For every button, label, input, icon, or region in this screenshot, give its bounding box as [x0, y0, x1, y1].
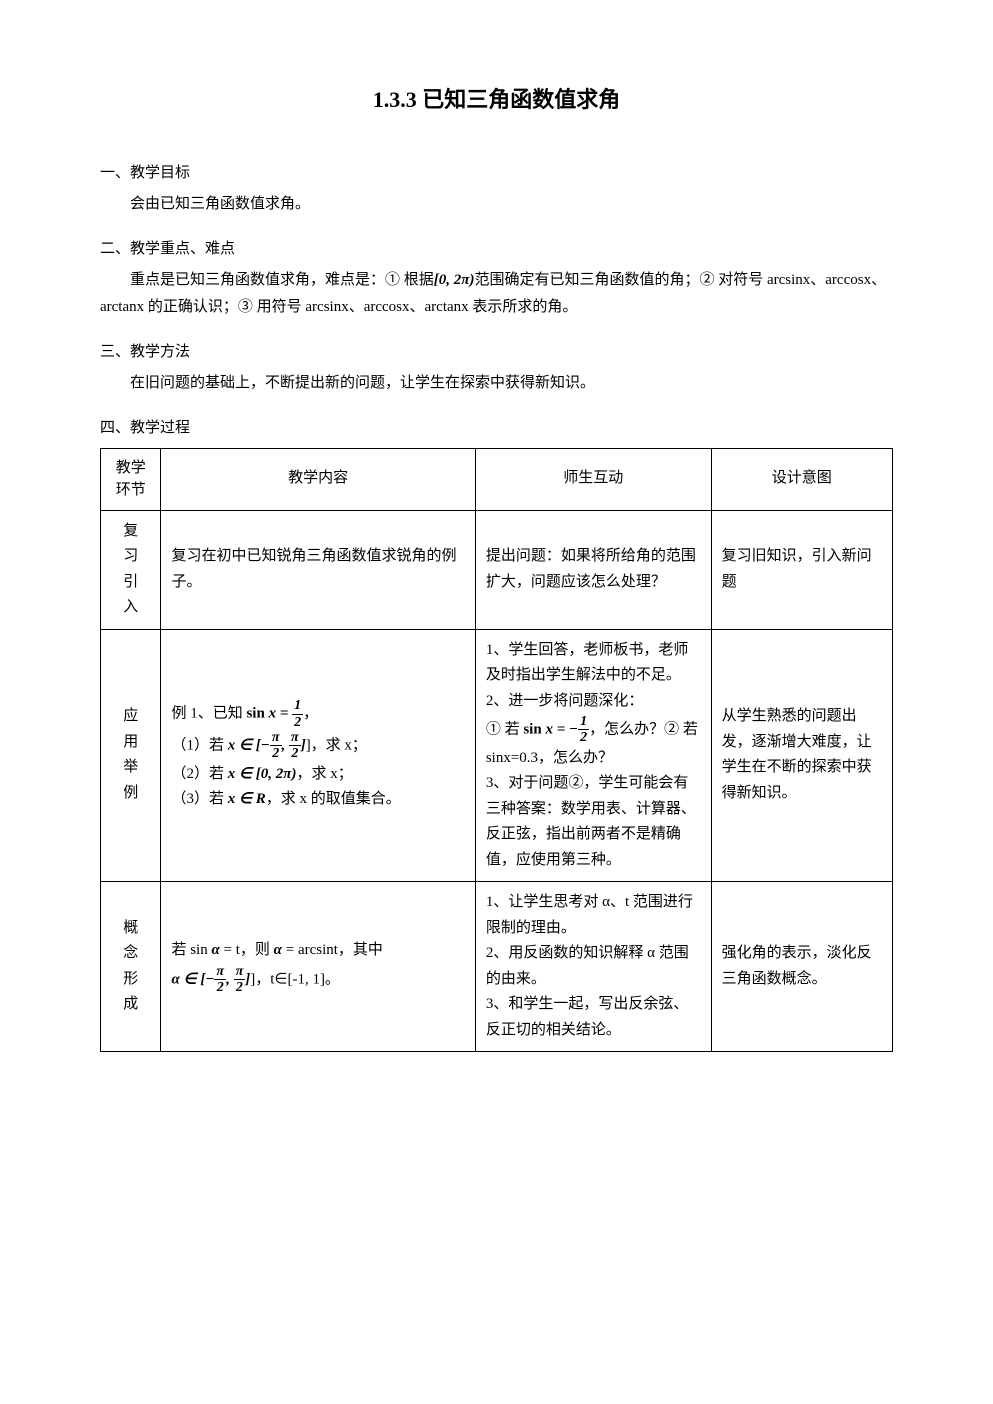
phase-char: 举	[111, 755, 150, 781]
table-row: 复 习 引 入 复习在初中已知锐角三角函数值求锐角的例子。 提出问题：如果将所给…	[101, 510, 893, 629]
text: ]，t∈[-1, 1]。	[250, 971, 340, 987]
page-title: 1.3.3 已知三角函数值求角	[100, 80, 893, 120]
text: ]，求 x；	[306, 737, 367, 753]
fraction: 1 2	[292, 698, 303, 730]
fraction: 1 2	[578, 714, 589, 746]
text: ，求 x 的取值集合。	[266, 791, 401, 807]
text: = arcsint，其中	[282, 942, 383, 958]
interact-cell: 1、学生回答，老师板书，老师及时指出学生解法中的不足。 2、进一步将问题深化： …	[475, 629, 711, 882]
alpha-in: α ∈ [−	[171, 971, 214, 987]
th-interact: 师生互动	[475, 448, 711, 510]
denominator: 2	[289, 746, 301, 761]
content-cell: 若 sin α = t，则 α = arcsint，其中 α ∈ [− π 2 …	[161, 882, 475, 1052]
section-objective-heading: 一、教学目标	[100, 160, 893, 187]
fraction: π 2	[270, 730, 282, 762]
phase-char: 念	[111, 941, 150, 967]
table-row: 概 念 形 成 若 sin α = t，则 α = arcsint，其中 α ∈…	[101, 882, 893, 1052]
text: 3、对于问题②，学生可能会有三种答案：数学用表、计算器、反正弦，指出前两者不是精…	[486, 771, 701, 873]
content-cell: 例 1、已知 sin x = 1 2 ， （1）若 x ∈ [− π 2 , π…	[161, 629, 475, 882]
comma: ,	[282, 737, 290, 753]
table-header-row: 教学 环节 教学内容 师生互动 设计意图	[101, 448, 893, 510]
text: ① 若	[486, 721, 520, 737]
denominator: 2	[578, 730, 589, 745]
phase-char: 入	[111, 595, 150, 621]
text: 例 1、已知	[171, 706, 242, 722]
comma: ,	[226, 971, 234, 987]
section-objective-body: 会由已知三角函数值求角。	[100, 191, 893, 218]
section-keypoints-body: 重点是已知三角函数值求角，难点是：① 根据[0, 2π)范围确定有已知三角函数值…	[100, 267, 893, 321]
fraction: π 2	[214, 964, 226, 996]
phase-char: 用	[111, 730, 150, 756]
keypoints-prefix: 重点是已知三角函数值求角，难点是：① 根据	[130, 272, 434, 288]
text: （1）若	[171, 737, 224, 753]
denominator: 2	[214, 980, 226, 995]
text: 若 sin	[171, 942, 211, 958]
denominator: 2	[292, 715, 303, 730]
numerator: 1	[292, 698, 303, 714]
section-method-heading: 三、教学方法	[100, 339, 893, 366]
math-sinx: sin x =	[246, 706, 288, 722]
alpha: α	[274, 942, 282, 958]
th-phase: 教学 环节	[101, 448, 161, 510]
phase-cell: 复 习 引 入	[101, 510, 161, 629]
interact-cell: 1、让学生思考对 α、t 范围进行限制的理由。 2、用反函数的知识解释 α 范围…	[475, 882, 711, 1052]
lesson-plan-table: 教学 环节 教学内容 师生互动 设计意图 复 习 引 入 复习在初中已知锐角三角…	[100, 448, 893, 1053]
th-content: 教学内容	[161, 448, 475, 510]
text: （3）若	[171, 791, 224, 807]
numerator: π	[234, 964, 246, 980]
phase-char: 例	[111, 781, 150, 807]
numerator: 1	[578, 714, 589, 730]
section-process-heading: 四、教学过程	[100, 415, 893, 442]
phase-char: 引	[111, 570, 150, 596]
math-x-in: x ∈ [−	[228, 737, 270, 753]
alpha: α	[211, 942, 219, 958]
text: ，求 x；	[296, 766, 352, 782]
keypoints-interval: [0, 2π)	[434, 272, 475, 288]
phase-char: 应	[111, 704, 150, 730]
text: 2、进一步将问题深化：	[486, 689, 701, 715]
fraction: π 2	[289, 730, 301, 762]
numerator: π	[289, 730, 301, 746]
intent-cell: 从学生熟悉的问题出发，逐渐增大难度，让学生在不断的探索中获得新知识。	[711, 629, 892, 882]
intent-cell: 强化角的表示，淡化反三角函数概念。	[711, 882, 892, 1052]
phase-char: 成	[111, 992, 150, 1018]
phase-cell: 概 念 形 成	[101, 882, 161, 1052]
phase-char: 概	[111, 916, 150, 942]
denominator: 2	[270, 746, 282, 761]
phase-char: 形	[111, 967, 150, 993]
th-intent: 设计意图	[711, 448, 892, 510]
text: （2）若	[171, 766, 224, 782]
phase-char: 复	[111, 519, 150, 545]
table-row: 应 用 举 例 例 1、已知 sin x = 1 2 ， （1）若 x ∈ [−	[101, 629, 893, 882]
phase-char: 习	[111, 544, 150, 570]
interact-cell: 提出问题：如果将所给角的范围扩大，问题应该怎么处理？	[475, 510, 711, 629]
phase-cell: 应 用 举 例	[101, 629, 161, 882]
math-sinx-neg: sin x = −	[523, 721, 578, 737]
section-method-body: 在旧问题的基础上，不断提出新的问题，让学生在探索中获得新知识。	[100, 370, 893, 397]
math-x-in-r: x ∈ R	[228, 791, 266, 807]
math-interval: x ∈ [0, 2π)	[228, 766, 297, 782]
fraction: π 2	[234, 964, 246, 996]
numerator: π	[270, 730, 282, 746]
content-cell: 复习在初中已知锐角三角函数值求锐角的例子。	[161, 510, 475, 629]
intent-cell: 复习旧知识，引入新问题	[711, 510, 892, 629]
th-phase-2: 环节	[111, 479, 150, 502]
numerator: π	[214, 964, 226, 980]
section-keypoints-heading: 二、教学重点、难点	[100, 236, 893, 263]
th-phase-1: 教学	[111, 457, 150, 480]
text: = t，则	[220, 942, 274, 958]
denominator: 2	[234, 980, 246, 995]
text: ，	[303, 706, 318, 722]
text: 1、学生回答，老师板书，老师及时指出学生解法中的不足。	[486, 638, 701, 689]
